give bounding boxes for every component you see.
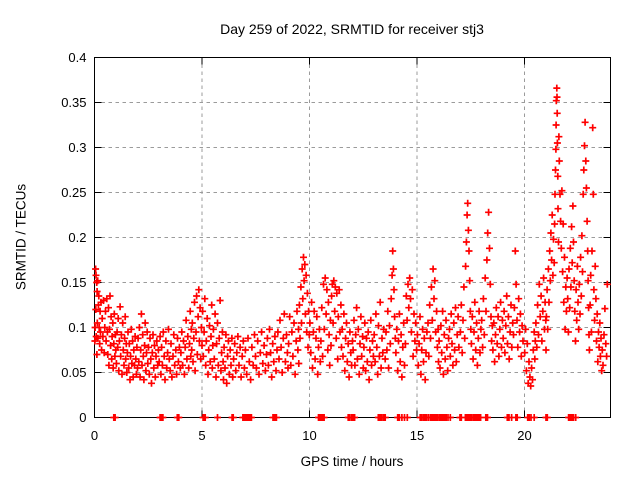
x-tick-label: 15 (410, 428, 424, 443)
x-tick-label: 0 (91, 428, 98, 443)
y-tick-label: 0 (79, 410, 86, 425)
y-tick-label: 0.15 (61, 275, 86, 290)
y-tick-label: 0.3 (68, 140, 86, 155)
y-tick-label: 0.4 (68, 50, 86, 65)
x-tick-label: 20 (517, 428, 531, 443)
x-axis-label: GPS time / hours (300, 454, 404, 469)
y-tick-label: 0.1 (68, 320, 86, 335)
y-tick-label: 0.2 (68, 230, 86, 245)
x-tick-label: 5 (198, 428, 205, 443)
x-tick-label: 10 (302, 428, 316, 443)
y-tick-label: 0.35 (61, 95, 86, 110)
scatter-data-points (91, 84, 611, 421)
y-tick-label: 0.05 (61, 365, 86, 380)
y-axis-label: SRMTID / TECUs (13, 183, 29, 291)
chart-title: Day 259 of 2022, SRMTID for receiver stj… (220, 21, 484, 37)
y-tick-label: 0.25 (61, 185, 86, 200)
